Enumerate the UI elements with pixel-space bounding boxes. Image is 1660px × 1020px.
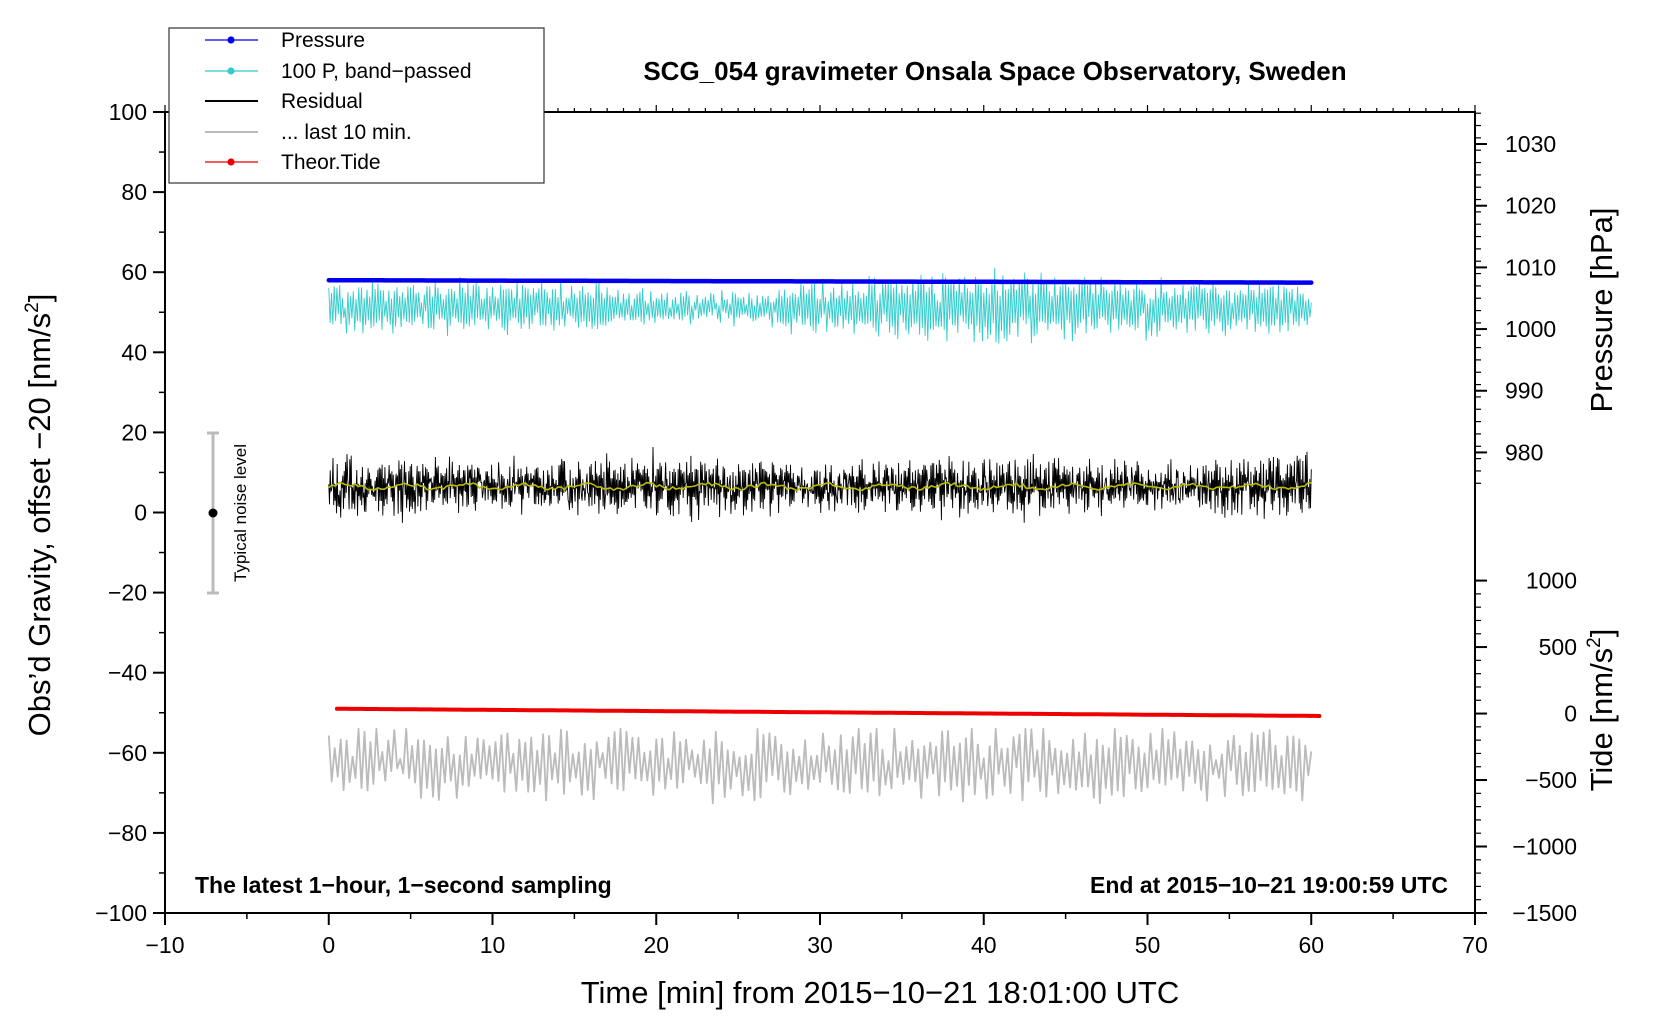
y-tick-label-60: 60 — [121, 259, 147, 285]
y-tick-label-80: 80 — [121, 179, 147, 205]
legend-label-last10: ... last 10 min. — [281, 121, 412, 144]
x-tick-label-30: 30 — [807, 932, 833, 958]
legend-box — [168, 27, 545, 184]
x-tick-label-40: 40 — [971, 932, 997, 958]
y-axis-title-pressure: Pressure [hPa] — [1584, 207, 1619, 412]
y-tick-label-40: 40 — [121, 339, 147, 365]
pressure-tick-label-1030: 1030 — [1505, 131, 1556, 157]
tide-tick-label-500: 500 — [1539, 634, 1577, 660]
pressure-tick-label-980: 980 — [1505, 439, 1543, 465]
y-tick-label-100: 100 — [109, 99, 147, 125]
x-tick-label-10: 10 — [480, 932, 506, 958]
y-axis-title-left: Obs’d Gravity, offset −20 [nm/s2] — [22, 294, 57, 737]
y-tick-label--40: −40 — [108, 660, 147, 686]
series-pressure-line — [326, 277, 1314, 285]
legend-marker-tide — [227, 158, 235, 166]
y-tick-label-20: 20 — [121, 419, 147, 445]
tide-tick-label-1000: 1000 — [1526, 568, 1577, 594]
legend-entry-pressure: Pressure — [205, 29, 365, 52]
tide-tick-label--1500: −1500 — [1512, 900, 1577, 926]
tide-tick-label--1000: −1000 — [1512, 834, 1577, 860]
legend-label-tide: Theor.Tide — [281, 151, 381, 174]
legend-label-bandpassed: 100 P, band−passed — [281, 60, 472, 83]
legend-label-residual: Residual — [281, 90, 363, 113]
series-layer — [326, 268, 1322, 805]
y-axis-title-tide-text: Tide [nm/s — [1584, 648, 1619, 792]
legend-entry-tide: Theor.Tide — [205, 151, 381, 174]
y-axis-title-left-exponent: 2 — [22, 302, 43, 313]
pressure-tick-label-1000: 1000 — [1505, 316, 1556, 342]
series-bandpassed-pressure-line — [328, 268, 1312, 344]
x-tick-label-50: 50 — [1135, 932, 1161, 958]
legend-marker-pressure — [227, 36, 235, 44]
pressure-tick-label-990: 990 — [1505, 378, 1543, 404]
pressure-tick-label-1020: 1020 — [1505, 193, 1556, 219]
y-axis-title-tide-exponent: 2 — [1584, 637, 1605, 648]
x-tick-label--10: −10 — [145, 932, 184, 958]
plot-frame — [164, 111, 1476, 914]
tide-tick-label--500: −500 — [1525, 767, 1577, 793]
chart-title: SCG_054 gravimeter Onsala Space Observat… — [643, 56, 1346, 86]
series-tide-line — [334, 706, 1322, 718]
y-tick-label--60: −60 — [108, 740, 147, 766]
annotation-sampling: The latest 1−hour, 1−second sampling — [195, 872, 612, 898]
tide-tick-label-0: 0 — [1564, 701, 1577, 727]
y-axis-title-left-text: Obs’d Gravity, offset −20 [nm/s — [22, 313, 57, 737]
y-tick-label--80: −80 — [108, 820, 147, 846]
y-axis-title-left-close: ] — [22, 294, 57, 303]
legend-label-pressure: Pressure — [281, 29, 365, 52]
legend-entry-last10: ... last 10 min. — [205, 121, 412, 144]
axes-layer: −10 0 10 20 30 40 50 60 70100806040200−20−40−60−… — [95, 99, 1577, 958]
y-axis-title-tide: Tide [nm/s2] — [1584, 629, 1619, 792]
x-tick-label-60: 60 — [1298, 932, 1324, 958]
noise-level-indicator: Typical noise level — [207, 431, 250, 595]
legend-entry-residual: Residual — [205, 90, 363, 113]
legend-marker-bandpassed — [227, 67, 235, 75]
legend-entry-bandpassed: 100 P, band−passed — [205, 60, 472, 83]
series-residual-line — [328, 446, 1312, 523]
y-axis-title-tide-close: ] — [1584, 629, 1619, 638]
x-tick-label-20: 20 — [643, 932, 669, 958]
x-tick-label-0: 0 — [322, 932, 335, 958]
y-tick-label-0: 0 — [134, 500, 147, 526]
series-last10min-line — [327, 727, 1313, 805]
noise-center-dot — [208, 508, 218, 518]
legend: Pressure 100 P, band−passed Residual ...… — [168, 27, 545, 184]
x-axis-title: Time [min] from 2015−10−21 18:01:00 UTC — [581, 975, 1180, 1010]
x-tick-label-70: 70 — [1462, 932, 1488, 958]
annotation-end-time: End at 2015−10−21 19:00:59 UTC — [1090, 872, 1448, 898]
series-residual-smoothed-line — [328, 481, 1312, 492]
noise-label: Typical noise level — [231, 444, 250, 582]
pressure-tick-label-1010: 1010 — [1505, 254, 1556, 280]
y-tick-label--20: −20 — [108, 580, 147, 606]
y-tick-label--100: −100 — [95, 900, 147, 926]
